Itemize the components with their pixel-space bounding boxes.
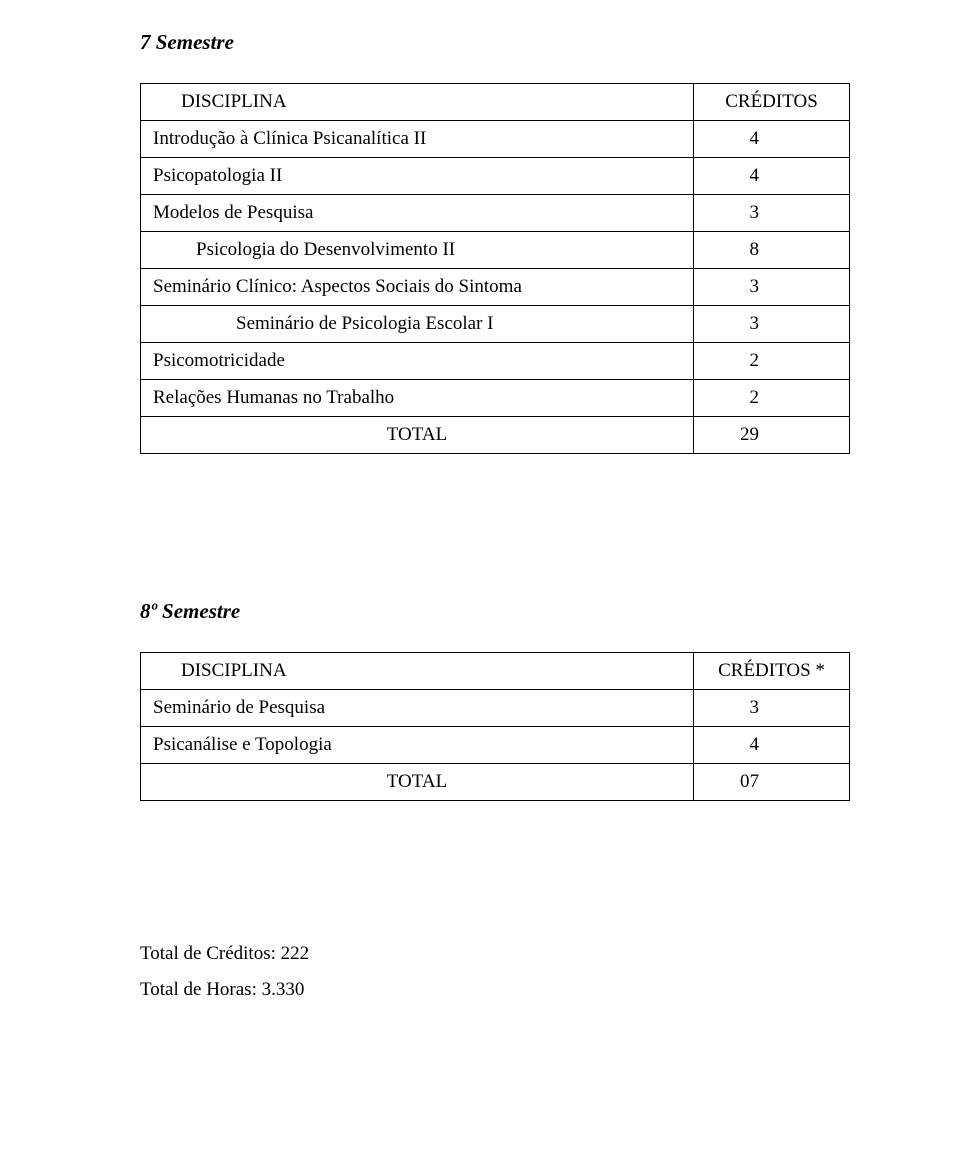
total-value: 29 [694,417,850,454]
discipline-credits: 3 [694,306,850,343]
discipline-name: Psicomotricidade [141,343,694,380]
discipline-name: Modelos de Pesquisa [141,195,694,232]
total-label: TOTAL [141,417,694,454]
table-row: Seminário de Psicologia Escolar I 3 [141,306,850,343]
table-row: Seminário Clínico: Aspectos Sociais do S… [141,269,850,306]
discipline-name: Seminário Clínico: Aspectos Sociais do S… [141,269,694,306]
table-header-row: DISCIPLINA CRÉDITOS [141,84,850,121]
table-total-row: TOTAL 07 [141,764,850,801]
discipline-name: Psicanálise e Topologia [141,727,694,764]
discipline-credits: 2 [694,343,850,380]
discipline-credits: 4 [694,727,850,764]
table-row: Psicologia do Desenvolvimento II 8 [141,232,850,269]
table-row: Seminário de Pesquisa 3 [141,690,850,727]
discipline-credits: 2 [694,380,850,417]
column-header-creditos: CRÉDITOS * [694,653,850,690]
spacer [140,504,850,599]
total-label: TOTAL [141,764,694,801]
discipline-credits: 4 [694,158,850,195]
total-value: 07 [694,764,850,801]
table-header-row: DISCIPLINA CRÉDITOS * [141,653,850,690]
discipline-credits: 3 [694,690,850,727]
table-row: Modelos de Pesquisa 3 [141,195,850,232]
semester-8-table: DISCIPLINA CRÉDITOS * Seminário de Pesqu… [140,652,850,801]
discipline-credits: 3 [694,269,850,306]
column-header-disciplina: DISCIPLINA [141,653,694,690]
spacer [140,851,850,936]
semester-7-table: DISCIPLINA CRÉDITOS Introdução à Clínica… [140,83,850,454]
semester-8-heading: 8º Semestre [140,599,850,624]
discipline-credits: 8 [694,232,850,269]
discipline-name: Relações Humanas no Trabalho [141,380,694,417]
table-row: Psicanálise e Topologia 4 [141,727,850,764]
table-row: Psicopatologia II 4 [141,158,850,195]
discipline-credits: 4 [694,121,850,158]
discipline-name: Seminário de Psicologia Escolar I [141,306,694,343]
discipline-name: Psicologia do Desenvolvimento II [141,232,694,269]
column-header-disciplina: DISCIPLINA [141,84,694,121]
discipline-credits: 3 [694,195,850,232]
discipline-name: Seminário de Pesquisa [141,690,694,727]
table-row: Psicomotricidade 2 [141,343,850,380]
semester-7-heading: 7 Semestre [140,30,850,55]
totals-block: Total de Créditos: 222 Total de Horas: 3… [140,936,850,1008]
table-row: Introdução à Clínica Psicanalítica II 4 [141,121,850,158]
discipline-name: Introdução à Clínica Psicanalítica II [141,121,694,158]
total-credits-text: Total de Créditos: 222 [140,936,850,972]
total-hours-text: Total de Horas: 3.330 [140,972,850,1008]
table-total-row: TOTAL 29 [141,417,850,454]
column-header-creditos: CRÉDITOS [694,84,850,121]
discipline-name: Psicopatologia II [141,158,694,195]
table-row: Relações Humanas no Trabalho 2 [141,380,850,417]
